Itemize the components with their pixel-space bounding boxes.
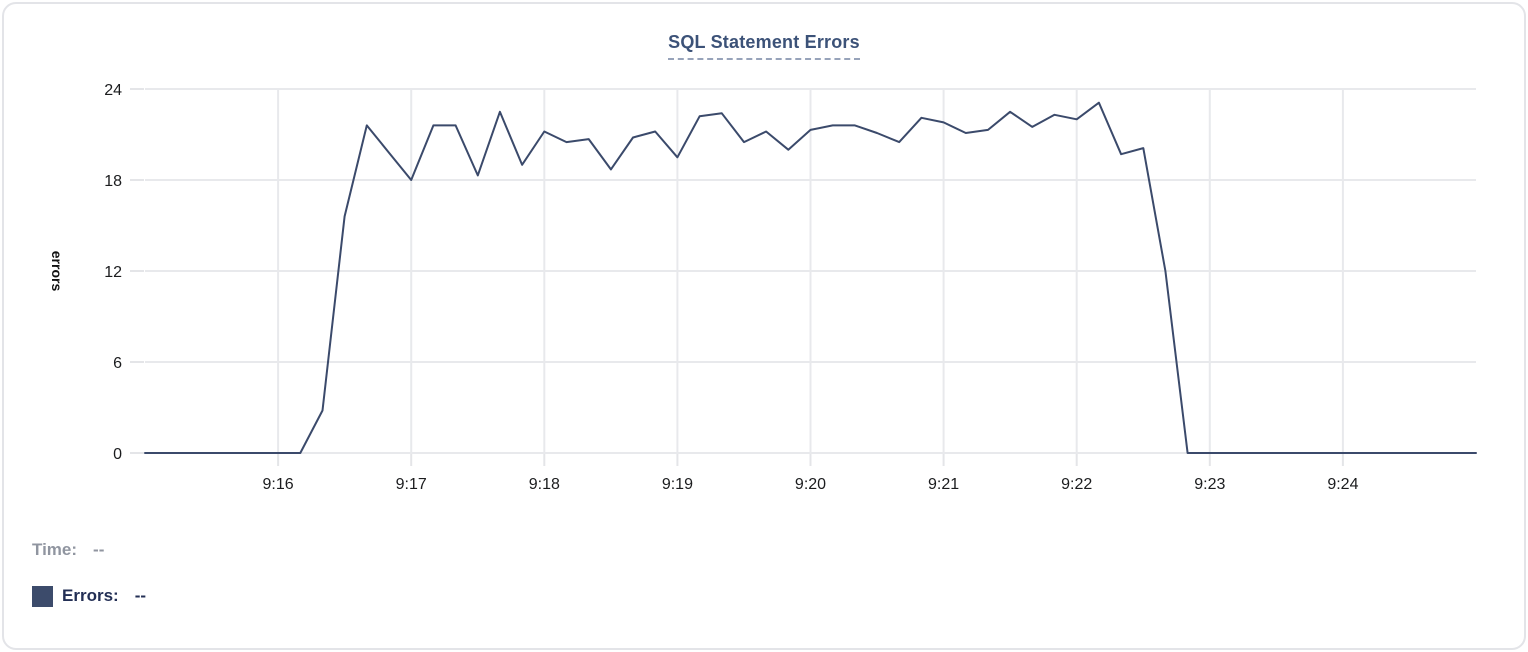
chart-area[interactable]: 0 6 12 18 24 9:16 9:17 9:18 9:19 9:20 9:21 9:22 9:23… xyxy=(4,4,1528,509)
x-tick-label: 9:22 xyxy=(1061,476,1092,493)
y-tick-label: 18 xyxy=(104,173,122,190)
sql-errors-chart[interactable]: 0 6 12 18 24 9:16 9:17 9:18 9:19 9:20 9:21 9:22 9:23… xyxy=(4,4,1528,509)
chart-title[interactable]: SQL Statement Errors xyxy=(668,32,860,60)
x-tick-label: 9:23 xyxy=(1194,476,1225,493)
x-tick-label: 9:21 xyxy=(928,476,959,493)
x-tick-label: 9:17 xyxy=(396,476,427,493)
errors-series-line xyxy=(144,101,1477,454)
y-axis-title: errors xyxy=(49,251,65,292)
x-tick-label: 9:24 xyxy=(1327,476,1358,493)
legend-time-value: -- xyxy=(93,540,105,559)
chart-legend: Time: -- Errors: -- xyxy=(32,536,146,628)
legend-time-label: Time: xyxy=(32,540,78,559)
x-tick-label: 9:19 xyxy=(662,476,693,493)
legend-time-row: Time: -- xyxy=(32,536,146,564)
errors-series-swatch xyxy=(32,585,53,607)
y-tick-label: 0 xyxy=(113,446,122,463)
y-tick-label: 24 xyxy=(104,82,122,99)
x-tick-label: 9:20 xyxy=(795,476,826,493)
legend-errors-label: Errors: xyxy=(62,586,119,605)
y-tick-label: 6 xyxy=(113,355,122,372)
x-tick-label: 9:16 xyxy=(263,476,294,493)
chart-header: SQL Statement Errors xyxy=(4,32,1524,60)
legend-errors-row: Errors: -- xyxy=(32,582,146,610)
y-tick-label: 12 xyxy=(104,264,122,281)
x-tick-label: 9:18 xyxy=(529,476,560,493)
legend-errors-value: -- xyxy=(134,586,147,605)
